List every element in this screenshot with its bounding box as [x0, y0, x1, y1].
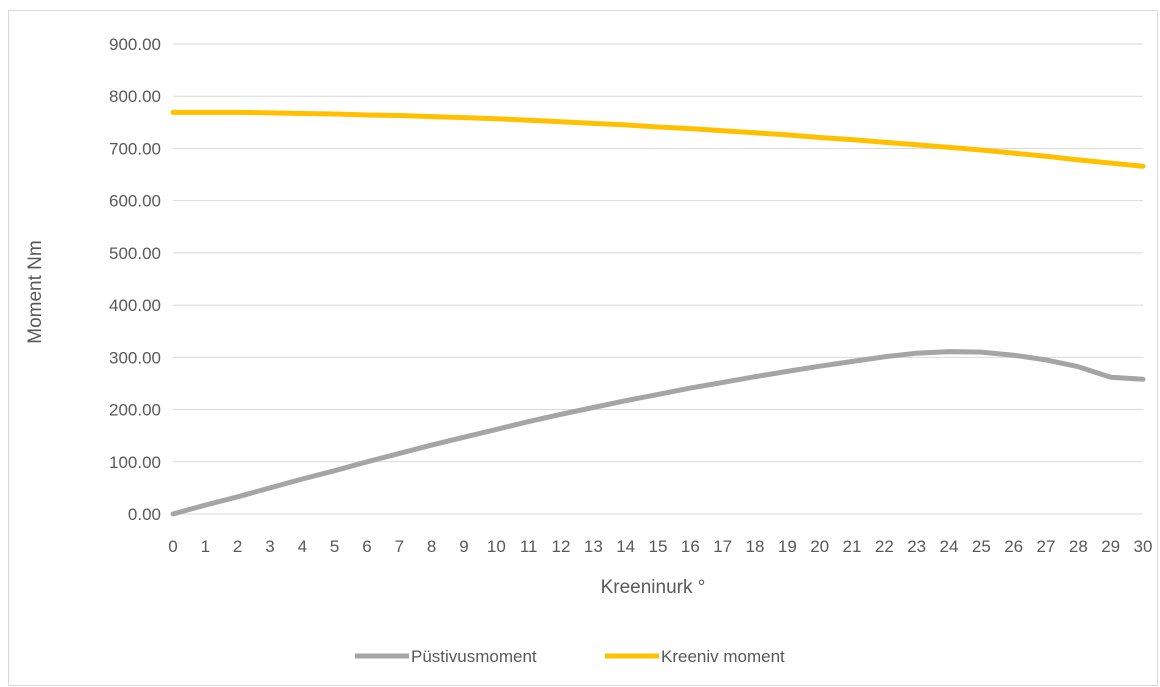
- x-tick-label: 19: [778, 537, 797, 556]
- x-tick-label: 12: [552, 537, 571, 556]
- x-tick-label: 30: [1134, 537, 1153, 556]
- legend-label: Püstivusmoment: [411, 647, 537, 666]
- gridlines: [173, 43, 1143, 515]
- y-tick-label: 800.00: [109, 87, 161, 106]
- x-tick-label: 27: [1037, 537, 1056, 556]
- line-chart: 0.00 100.00 200.00 300.00 400.00 500.00 600.00…: [25, 35, 1152, 666]
- series-line-pustivusmoment: [170, 349, 1146, 517]
- y-tick-label: 500.00: [109, 244, 161, 263]
- x-tick-label: 29: [1101, 537, 1120, 556]
- x-tick-label: 21: [843, 537, 862, 556]
- x-tick-label: 16: [681, 537, 700, 556]
- x-tick-label: 8: [427, 537, 436, 556]
- y-tick-label: 600.00: [109, 192, 161, 211]
- y-tick-label: 700.00: [109, 139, 161, 158]
- x-tick-label: 22: [875, 537, 894, 556]
- x-tick-label: 26: [1004, 537, 1023, 556]
- x-tick-label: 0: [168, 537, 177, 556]
- y-tick-label: 300.00: [109, 348, 161, 367]
- y-tick-label: 400.00: [109, 296, 161, 315]
- x-tick-label: 1: [201, 537, 210, 556]
- y-tick-labels: 0.00 100.00 200.00 300.00 400.00 500.00 600.00…: [109, 35, 161, 524]
- x-tick-label: 9: [459, 537, 468, 556]
- x-tick-label: 2: [233, 537, 242, 556]
- x-tick-label: 28: [1069, 537, 1088, 556]
- x-tick-label: 17: [713, 537, 732, 556]
- chart-area: 0.00 100.00 200.00 300.00 400.00 500.00 600.00…: [8, 10, 1158, 686]
- series-lines: [170, 109, 1146, 517]
- x-tick-label: 13: [584, 537, 603, 556]
- x-tick-label: 23: [907, 537, 926, 556]
- x-tick-label: 14: [616, 537, 635, 556]
- x-tick-label: 4: [298, 537, 307, 556]
- legend: Püstivusmoment Kreeniv moment: [355, 647, 785, 666]
- x-tick-label: 25: [972, 537, 991, 556]
- x-tick-label: 11: [520, 537, 538, 556]
- x-tick-label: 7: [395, 537, 404, 556]
- x-tick-label: 5: [330, 537, 339, 556]
- y-tick-label: 100.00: [109, 453, 161, 472]
- y-axis-title: Moment Nm: [25, 240, 46, 343]
- series-line-kreeniv-moment: [170, 109, 1146, 169]
- legend-label: Kreeniv moment: [661, 647, 785, 666]
- x-tick-label: 15: [649, 537, 668, 556]
- x-tick-label: 3: [265, 537, 274, 556]
- x-tick-label: 10: [487, 537, 506, 556]
- x-tick-label: 6: [362, 537, 371, 556]
- x-axis-title: Kreeninurk °: [601, 577, 706, 598]
- y-tick-label: 200.00: [109, 401, 161, 420]
- x-tick-label: 18: [746, 537, 765, 556]
- x-tick-label: 20: [810, 537, 829, 556]
- y-tick-label: 0.00: [128, 505, 161, 524]
- x-tick-label: 24: [940, 537, 959, 556]
- y-tick-label: 900.00: [109, 35, 161, 54]
- x-tick-labels: 0 1 2 3 4 5 6 7 8 9 10 11 12 13 14 15 16 17 18 19 20 21 22 23 24…: [168, 537, 1152, 556]
